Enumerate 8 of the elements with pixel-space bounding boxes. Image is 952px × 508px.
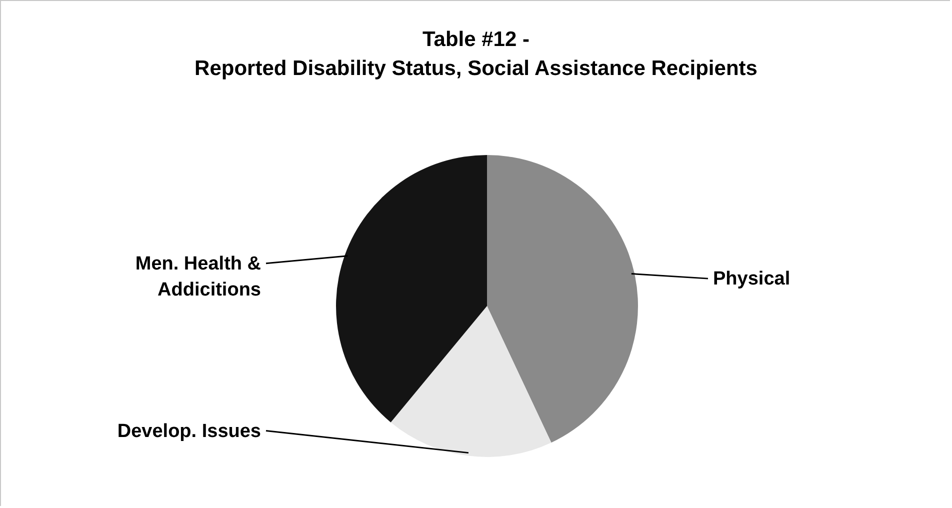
pie-slice: [390, 306, 552, 457]
slice-label: Develop. Issues: [117, 420, 261, 442]
chart-subtitle: Reported Disability Status, Social Assistance Recipients: [194, 57, 758, 80]
slice-label: Men. Health & Addicitions: [135, 253, 262, 300]
pie-slice: [487, 155, 638, 443]
chart-title: Table #12 -: [422, 28, 530, 51]
slice-label: Physical: [713, 268, 790, 290]
pie-slice: [336, 155, 487, 422]
